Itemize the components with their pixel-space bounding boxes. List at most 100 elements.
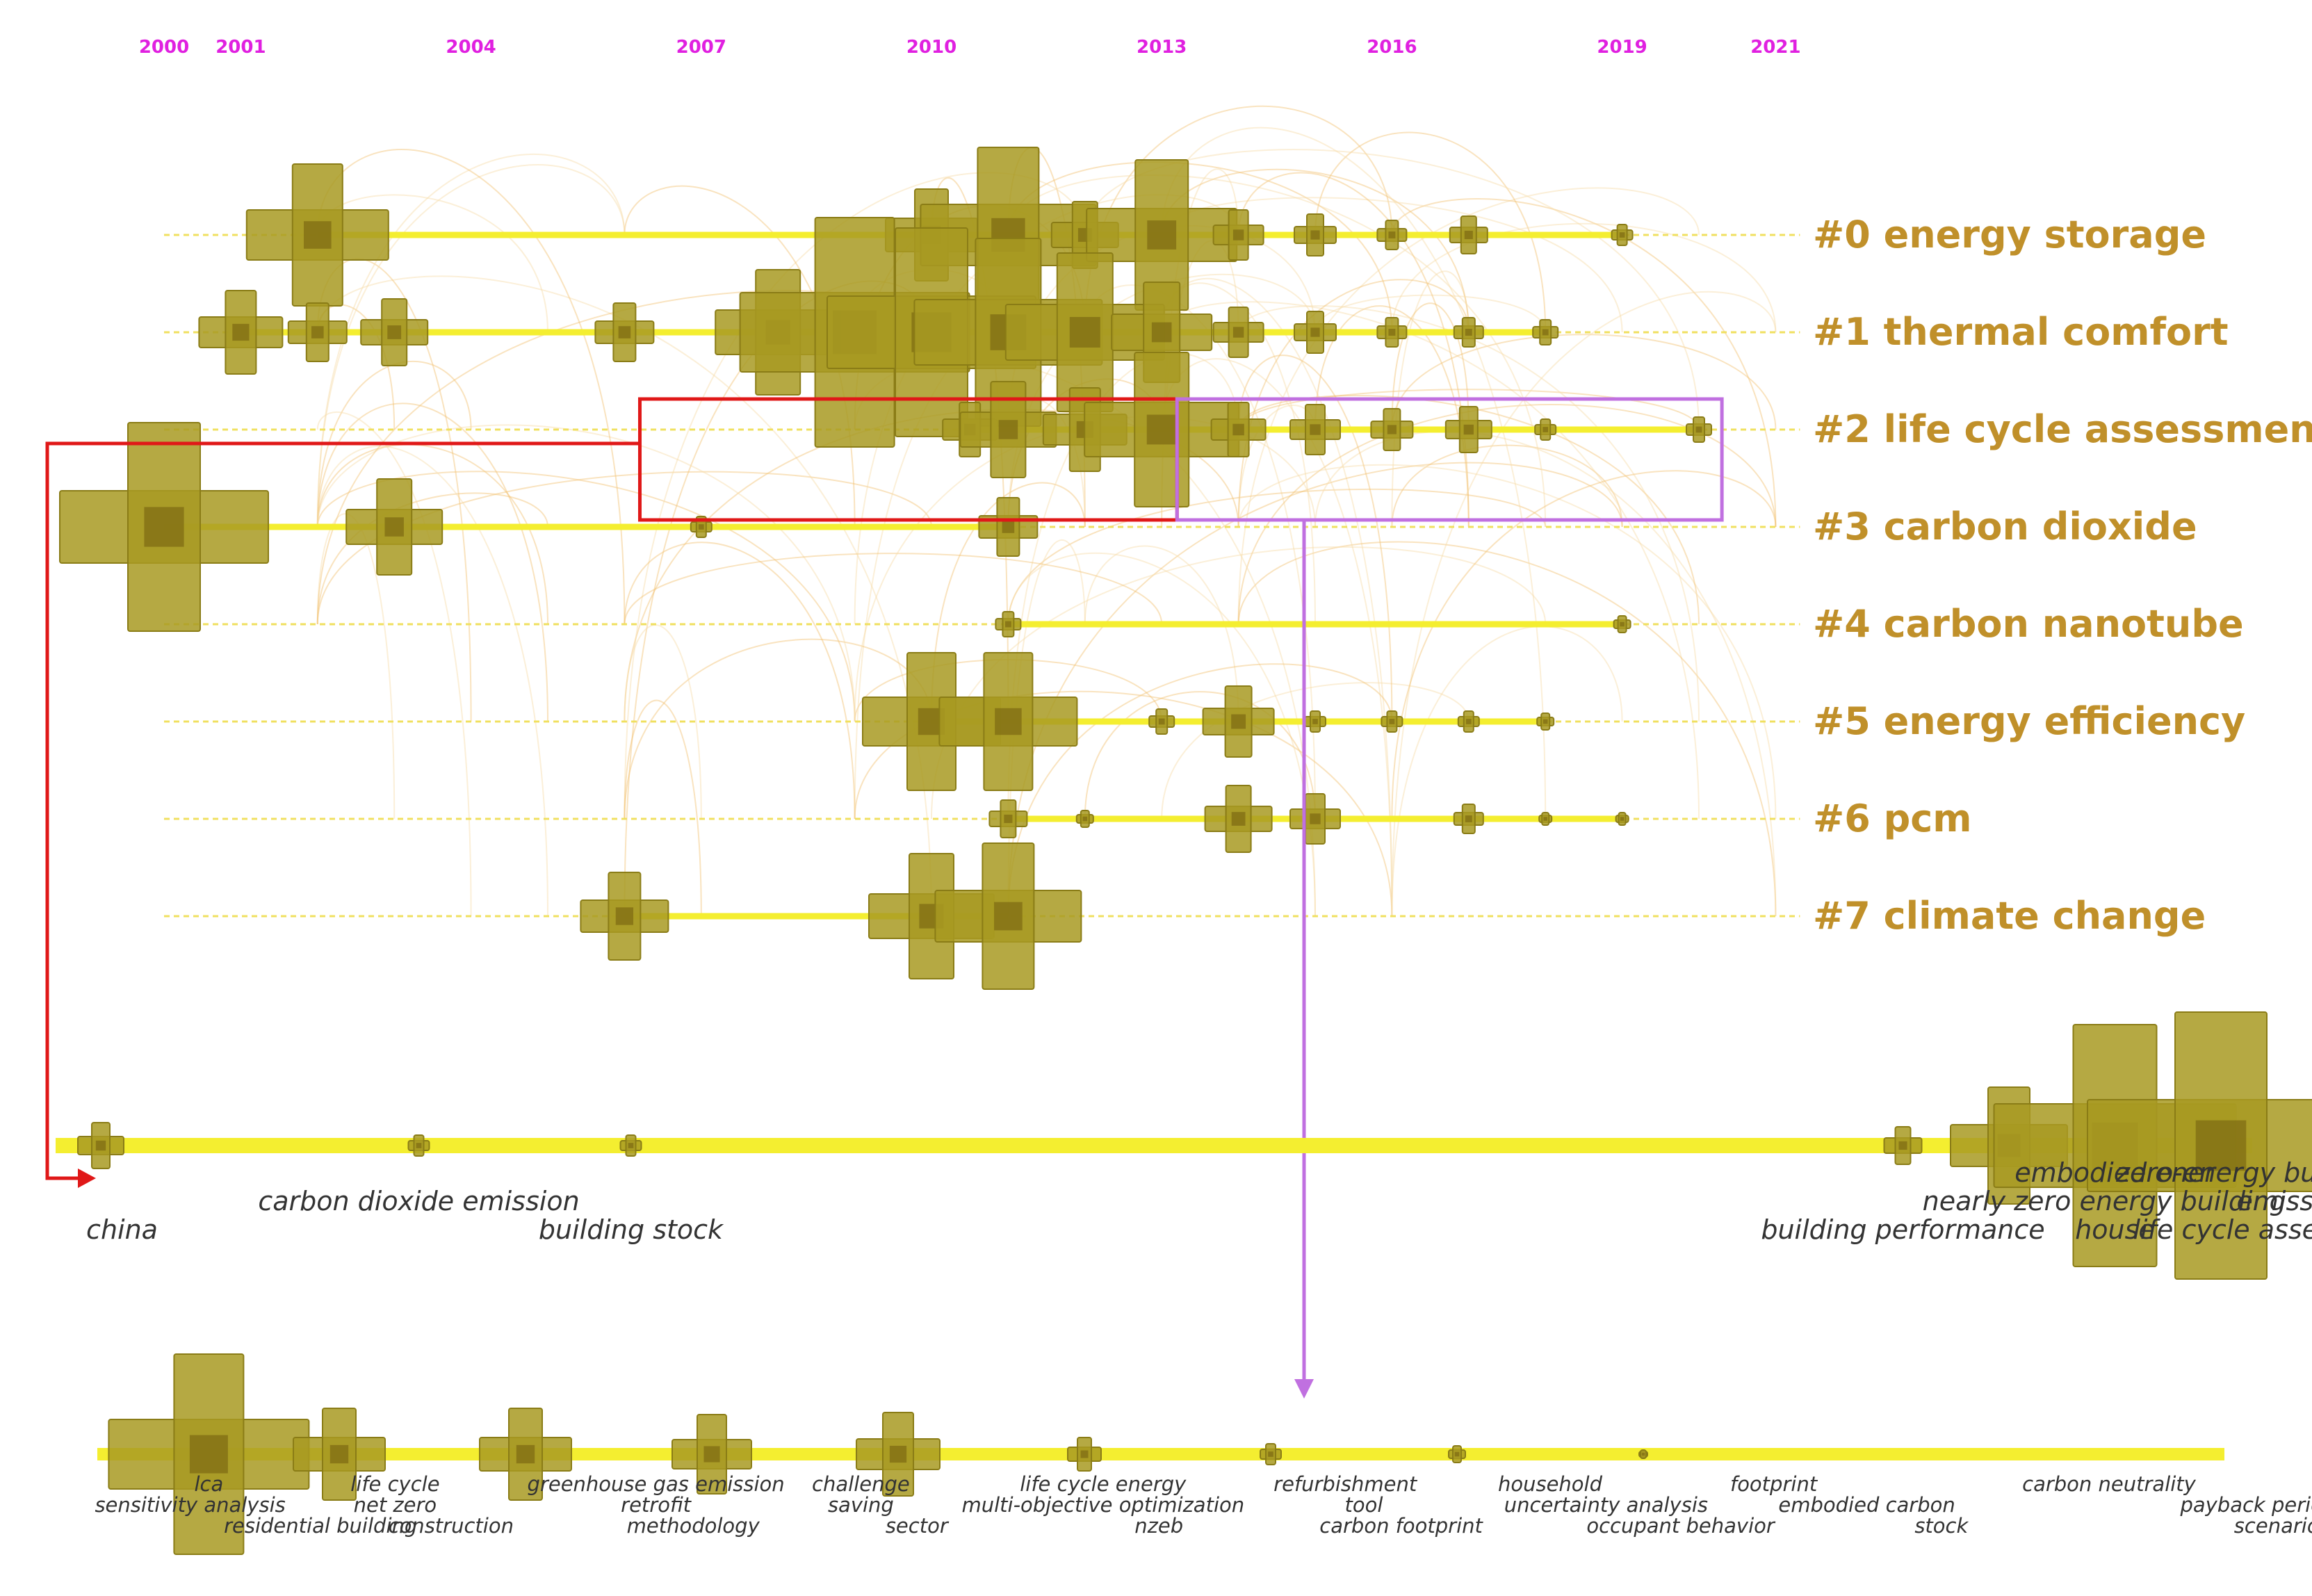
cluster-label: #5 energy efficiency xyxy=(1813,699,2245,743)
keyword-node xyxy=(1289,404,1341,455)
node-core xyxy=(1620,621,1625,627)
node-core xyxy=(1082,816,1088,822)
node-core xyxy=(416,1143,422,1148)
keyword-node xyxy=(580,872,669,961)
cluster-label: #6 pcm xyxy=(1813,797,1972,840)
node-core xyxy=(1542,719,1548,724)
detail2-node xyxy=(671,1414,752,1495)
node-core xyxy=(1151,322,1172,343)
year-label: 2021 xyxy=(1750,37,1800,58)
detail1-node xyxy=(2087,1011,2312,1280)
year-label: 2000 xyxy=(139,37,189,58)
citation-arc xyxy=(316,164,626,528)
year-axis: 2000 2001 2004 2007 2010 2013 2016 2019 2021 xyxy=(139,37,1801,58)
node-core xyxy=(189,1435,228,1474)
keyword-node xyxy=(959,381,1057,478)
keyword-node xyxy=(1294,213,1337,256)
detail2-keyword: uncertainty analysis xyxy=(1504,1493,1708,1517)
citation-arc xyxy=(1391,444,1623,528)
citation-arc xyxy=(316,471,856,722)
detail2-keyword: stock xyxy=(1914,1514,1969,1538)
detail2-keyword: sensitivity analysis xyxy=(95,1493,285,1517)
node-core xyxy=(1463,424,1474,435)
detail1-node xyxy=(407,1134,430,1157)
detail2-keyword: challenge xyxy=(812,1472,910,1496)
node-core xyxy=(618,326,631,339)
red-connector xyxy=(45,441,640,1180)
keyword-node xyxy=(1457,710,1480,733)
node-core xyxy=(1619,232,1625,238)
detail1-keyword: embodied ener xyxy=(2014,1157,2217,1188)
node-core xyxy=(1465,719,1472,724)
node-core xyxy=(1231,714,1246,729)
citation-arc xyxy=(1161,682,1470,820)
keyword-node xyxy=(360,298,429,366)
detail2-keyword: methodology xyxy=(627,1514,760,1538)
citation-arc xyxy=(624,553,1163,625)
detail1-keyword: nearly zero energy building xyxy=(1923,1186,2286,1216)
detail2-keyword: scenario xyxy=(2234,1514,2312,1538)
keyword-node xyxy=(245,163,389,307)
detail1-keyword: building stock xyxy=(539,1214,724,1245)
node-core xyxy=(1232,423,1244,436)
node-core xyxy=(1543,817,1547,821)
node-core xyxy=(703,1446,720,1463)
citation-arc xyxy=(1084,149,1700,430)
detail1-keyword: house xyxy=(2075,1214,2155,1245)
citation-arc xyxy=(854,690,1393,917)
keyword-nodes xyxy=(59,147,1712,990)
node-core xyxy=(1004,814,1013,824)
citation-arc xyxy=(316,443,548,625)
citation-arc xyxy=(316,492,548,625)
purple-box xyxy=(1175,397,1724,522)
node-core xyxy=(1310,424,1321,435)
cluster-label: #2 life cycle assessment xyxy=(1813,407,2312,451)
citation-arc xyxy=(1391,626,1623,917)
citation-arc xyxy=(1237,541,1777,917)
keyword-node xyxy=(1536,712,1555,731)
cluster-labels: #0 energy storage #1 thermal comfort #2 li… xyxy=(1813,213,2312,938)
keyword-node xyxy=(1615,812,1629,826)
red-arrowhead xyxy=(78,1168,96,1188)
citation-arc xyxy=(316,412,472,917)
node-core xyxy=(1465,329,1472,336)
keyword-node xyxy=(1202,685,1275,758)
node-core xyxy=(889,1445,907,1463)
node-core xyxy=(1310,230,1320,240)
citation-arc xyxy=(1007,663,1393,917)
keyword-node xyxy=(287,302,348,362)
keyword-node xyxy=(1453,317,1484,348)
node-core xyxy=(1146,414,1177,445)
cluster-label: #3 carbon dioxide xyxy=(1813,505,2197,548)
citation-arc xyxy=(1391,198,1777,528)
keyword-node xyxy=(1075,810,1094,828)
detail2-keyword: saving xyxy=(828,1493,894,1517)
node-core xyxy=(1695,426,1702,433)
citation-arc xyxy=(1314,430,1777,917)
year-label: 2010 xyxy=(906,37,956,58)
keyword-node xyxy=(1148,708,1175,735)
node-core xyxy=(311,326,324,339)
detail1-keyword: life cycle assessment xyxy=(2133,1214,2312,1245)
node-core xyxy=(387,325,402,339)
keyword-node xyxy=(1370,408,1414,451)
detail1-keyword: zero-energy building xyxy=(2115,1157,2312,1188)
detail1-keyword: carbon dioxide emission xyxy=(258,1186,579,1216)
detail1-node xyxy=(1883,1126,1923,1165)
citation-arc xyxy=(1314,294,1547,333)
node-core xyxy=(1641,1452,1645,1456)
node-core xyxy=(1232,327,1244,338)
keyword-node xyxy=(1453,804,1484,834)
citation-arc xyxy=(1314,131,1547,333)
detail2-keyword: payback period xyxy=(2179,1493,2312,1517)
citation-arc xyxy=(1391,291,1777,917)
node-core xyxy=(998,420,1018,439)
detail2-node xyxy=(1067,1437,1102,1472)
citation-arc xyxy=(1007,552,1316,917)
node-core xyxy=(384,517,404,537)
detail2-keyword: household xyxy=(1498,1472,1603,1496)
node-core xyxy=(628,1143,634,1148)
node-core xyxy=(1387,425,1397,434)
node-core xyxy=(1388,231,1396,238)
